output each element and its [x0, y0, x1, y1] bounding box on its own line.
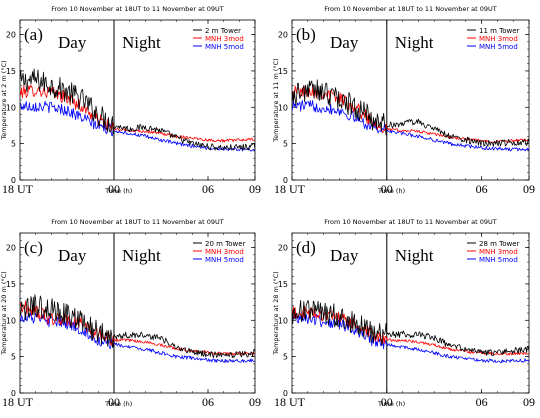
y-axis-label: Temperature at 2 m (°C): [0, 60, 8, 140]
series-line-tower: [292, 79, 529, 147]
y-tick-label: 15: [278, 280, 288, 289]
series-line-tower: [20, 68, 255, 151]
chart-title: From 10 November at 18UT to 11 November …: [324, 218, 496, 226]
legend-entry-mnh5: MNH 5mod: [205, 256, 244, 264]
legend-entry-mnh5: MNH 5mod: [479, 43, 518, 51]
chart-title: From 10 November at 18UT to 11 November …: [51, 5, 223, 13]
series-line-mnh5: [292, 312, 529, 364]
series-group: [292, 299, 529, 364]
night-label: Night: [122, 246, 161, 265]
y-tick-label: 5: [283, 353, 288, 362]
x-tick-label: 06: [202, 182, 214, 196]
chart-panel-a: From 10 November at 18UT to 11 November …: [0, 5, 261, 196]
legend-entry-tower: 11 m Tower: [479, 27, 520, 35]
y-tick-label: 15: [6, 67, 16, 76]
x-tick-label: 09: [249, 182, 261, 196]
legend-entry-mnh5: MNH 5mod: [205, 43, 244, 51]
chart-panel-c: From 10 November at 18UT to 11 November …: [0, 218, 261, 409]
x-tick-label: 06: [476, 395, 488, 409]
chart-panel-b: From 10 November at 18UT to 11 November …: [272, 5, 535, 196]
x-tick-label: 18 UT: [2, 182, 34, 196]
y-tick-label: 20: [278, 244, 288, 253]
night-label: Night: [395, 246, 434, 265]
x-axis: 18 UT 00 06 09: [2, 20, 261, 196]
y-tick-label: 10: [6, 103, 16, 112]
x-tick-label: 00: [381, 395, 393, 409]
y-tick-label: 10: [278, 103, 288, 112]
legend-entry-tower: 28 m Tower: [479, 240, 520, 248]
series-line-mnh5: [292, 100, 529, 152]
y-axis-label: Temperature at 11 m (°C): [272, 58, 280, 142]
legend-entry-mnh3: MNH 3mod: [205, 248, 244, 256]
x-tick-label: 00: [381, 182, 393, 196]
x-tick-label: 18 UT: [274, 182, 306, 196]
night-label: Night: [395, 33, 434, 52]
series-line-tower: [292, 299, 529, 357]
y-tick-label: 5: [11, 140, 16, 149]
series-group: [20, 294, 255, 363]
x-axis: 18 UT 00 06 09: [274, 233, 535, 409]
x-axis-label: Time (h): [104, 187, 132, 195]
x-tick-label: 09: [523, 395, 535, 409]
y-tick-label: 0: [11, 176, 16, 185]
x-axis: 18 UT 00 06 09: [274, 20, 535, 196]
chart-panel-d: From 10 November at 18UT to 11 November …: [272, 218, 535, 409]
x-tick-label: 09: [523, 182, 535, 196]
x-axis-label: Time (h): [377, 187, 405, 195]
y-tick-label: 15: [6, 280, 16, 289]
panel-label: (a): [24, 25, 43, 44]
y-axis: 0 5 10 15 20: [278, 232, 529, 398]
legend-entry-mnh3: MNH 3mod: [205, 35, 244, 43]
panel-label: (d): [296, 238, 316, 257]
y-tick-label: 15: [278, 67, 288, 76]
night-label: Night: [122, 33, 161, 52]
legend-entry-tower: 2 m Tower: [205, 27, 241, 35]
y-tick-label: 10: [278, 316, 288, 325]
y-tick-label: 20: [6, 31, 16, 40]
chart-title: From 10 November at 18UT to 11 November …: [51, 218, 223, 226]
chart-title: From 10 November at 18UT to 11 November …: [324, 5, 496, 13]
x-axis-label: Time (h): [104, 400, 132, 408]
y-tick-label: 0: [283, 389, 288, 398]
x-tick-label: 06: [476, 182, 488, 196]
y-tick-label: 5: [11, 353, 16, 362]
series-line-mnh5: [20, 312, 255, 363]
panel-label: (b): [296, 25, 316, 44]
y-tick-label: 5: [283, 140, 288, 149]
day-label: Day: [330, 246, 359, 265]
y-tick-label: 20: [278, 31, 288, 40]
y-axis-label: Temperature at 28 m (°C): [272, 271, 280, 355]
legend-entry-mnh3: MNH 3mod: [479, 248, 518, 256]
series-group: [292, 79, 529, 152]
series-group: [20, 68, 255, 152]
y-tick-label: 0: [11, 389, 16, 398]
x-tick-label: 18 UT: [2, 395, 34, 409]
x-tick-label: 06: [202, 395, 214, 409]
legend-entry-mnh3: MNH 3mod: [479, 35, 518, 43]
y-tick-label: 0: [283, 176, 288, 185]
y-axis-label: Temperature at 20 m (°C): [0, 271, 8, 355]
day-label: Day: [330, 33, 359, 52]
x-axis-label: Time (h): [377, 400, 405, 408]
legend-entry-tower: 20 m Tower: [205, 240, 246, 248]
y-tick-label: 20: [6, 244, 16, 253]
x-tick-label: 00: [108, 395, 120, 409]
x-tick-label: 09: [249, 395, 261, 409]
y-tick-label: 10: [6, 316, 16, 325]
series-line-tower: [20, 294, 255, 359]
y-axis: 0 5 10 15 20: [6, 232, 255, 398]
day-label: Day: [58, 33, 87, 52]
legend-entry-mnh5: MNH 5mod: [479, 256, 518, 264]
x-tick-label: 18 UT: [274, 395, 306, 409]
series-line-mnh3: [20, 84, 255, 143]
panel-label: (c): [24, 238, 43, 257]
day-label: Day: [58, 246, 87, 265]
x-tick-label: 00: [108, 182, 120, 196]
